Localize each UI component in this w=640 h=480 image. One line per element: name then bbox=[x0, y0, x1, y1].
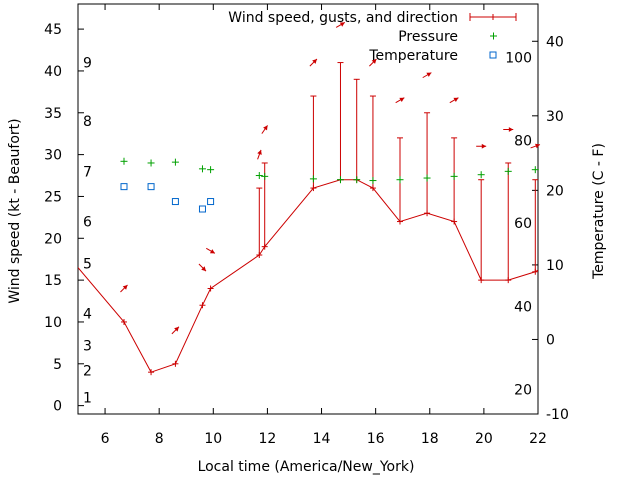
y-left-tick-label: 40 bbox=[44, 64, 62, 80]
wind-arrow-head bbox=[481, 143, 487, 149]
wind-arrow-head bbox=[209, 249, 215, 254]
fahrenheit-label: 40 bbox=[514, 300, 532, 316]
y-left-tick-label: 10 bbox=[44, 315, 62, 331]
beaufort-label: 4 bbox=[83, 307, 92, 323]
gust-bars bbox=[256, 62, 538, 281]
x-tick-label: 10 bbox=[204, 431, 222, 447]
fahrenheit-label: 100 bbox=[505, 51, 532, 67]
plot-frame bbox=[77, 3, 539, 415]
beaufort-label: 5 bbox=[83, 256, 92, 272]
temperature-point bbox=[120, 183, 128, 191]
wind-arrow-head bbox=[426, 72, 432, 77]
y-left-tick-label: 35 bbox=[44, 106, 62, 122]
temperature-point bbox=[147, 183, 155, 191]
wind-arrow-head bbox=[174, 326, 179, 332]
y-right-tick-label: 40 bbox=[546, 34, 564, 50]
y-right-tick-label: 20 bbox=[546, 183, 564, 199]
x-tick-label: 8 bbox=[155, 431, 164, 447]
y-left-tick-label: 5 bbox=[53, 357, 62, 373]
y-left-tick-label: 0 bbox=[53, 399, 62, 415]
temperature-point bbox=[198, 205, 206, 213]
y-left-tick-label: 20 bbox=[44, 231, 62, 247]
x-tick-label: 14 bbox=[313, 431, 331, 447]
y-left-axis-title: Wind speed (kt - Beaufort) bbox=[7, 118, 23, 303]
fahrenheit-label: 80 bbox=[514, 133, 532, 149]
legend: Wind speed, gusts, and direction Pressure… bbox=[228, 10, 517, 64]
beaufort-label: 2 bbox=[83, 363, 92, 379]
wind-arrow-head bbox=[453, 97, 459, 102]
temperature-point bbox=[171, 198, 179, 206]
y-left-tick-label: 30 bbox=[44, 148, 62, 164]
fahrenheit-labels: 20 40 60 80 100 bbox=[505, 51, 532, 399]
wind-arrow-head bbox=[122, 284, 128, 290]
x-tick-label: 16 bbox=[367, 431, 385, 447]
beaufort-label: 1 bbox=[83, 390, 92, 406]
wind-arrow-head bbox=[263, 125, 268, 131]
beaufort-label: 7 bbox=[83, 164, 92, 180]
wind-speed-line bbox=[78, 179, 538, 373]
x-tick-label: 6 bbox=[101, 431, 110, 447]
x-axis-title: Local time (America/New_York) bbox=[198, 459, 415, 475]
x-tick-label: 22 bbox=[529, 431, 547, 447]
y-left-tick-label: 45 bbox=[44, 22, 62, 38]
y-right-axis-title: Temperature (C - F) bbox=[591, 143, 607, 280]
pressure-series bbox=[120, 157, 539, 185]
x-tick-label: 20 bbox=[475, 431, 493, 447]
beaufort-label: 3 bbox=[83, 338, 92, 354]
x-tick-label: 12 bbox=[258, 431, 276, 447]
y-right-tick-label: 0 bbox=[546, 332, 555, 348]
wind-series bbox=[78, 176, 538, 376]
wind-arrow-head bbox=[399, 97, 405, 102]
beaufort-labels: 1 2 3 4 5 6 7 8 9 bbox=[83, 56, 92, 407]
y-right-tick-label: -10 bbox=[546, 407, 569, 423]
tick-group: 6 8 10 12 14 16 18 20 22051015202530354045-10010… bbox=[44, 4, 569, 447]
wind-direction-arrows bbox=[120, 21, 541, 335]
y-left-tick-label: 25 bbox=[44, 189, 62, 205]
x-tick-label: 18 bbox=[421, 431, 439, 447]
fahrenheit-label: 60 bbox=[514, 216, 532, 232]
temperature-point bbox=[207, 198, 215, 206]
temperature-series bbox=[120, 183, 215, 213]
wind-arrow-head bbox=[508, 127, 514, 132]
legend-label-pressure: Pressure bbox=[398, 29, 458, 45]
legend-swatch-temperature bbox=[489, 51, 497, 59]
y-left-tick-label: 15 bbox=[44, 273, 62, 289]
y-right-tick-label: 30 bbox=[546, 109, 564, 125]
wind-arrow-head bbox=[312, 59, 317, 64]
y-right-tick-label: 10 bbox=[546, 258, 564, 274]
wind-arrow-head bbox=[371, 59, 377, 64]
wind-arrow-head bbox=[201, 266, 207, 272]
legend-label-temperature: Temperature bbox=[368, 48, 458, 64]
wind-arrow-head bbox=[339, 22, 345, 27]
fahrenheit-label: 20 bbox=[514, 382, 532, 398]
beaufort-label: 6 bbox=[83, 215, 92, 231]
legend-label-wind: Wind speed, gusts, and direction bbox=[228, 10, 458, 26]
beaufort-label: 8 bbox=[83, 114, 92, 130]
wind-arrow-head bbox=[535, 143, 540, 149]
beaufort-label: 9 bbox=[83, 56, 92, 72]
wind-arrow-head bbox=[257, 149, 262, 155]
